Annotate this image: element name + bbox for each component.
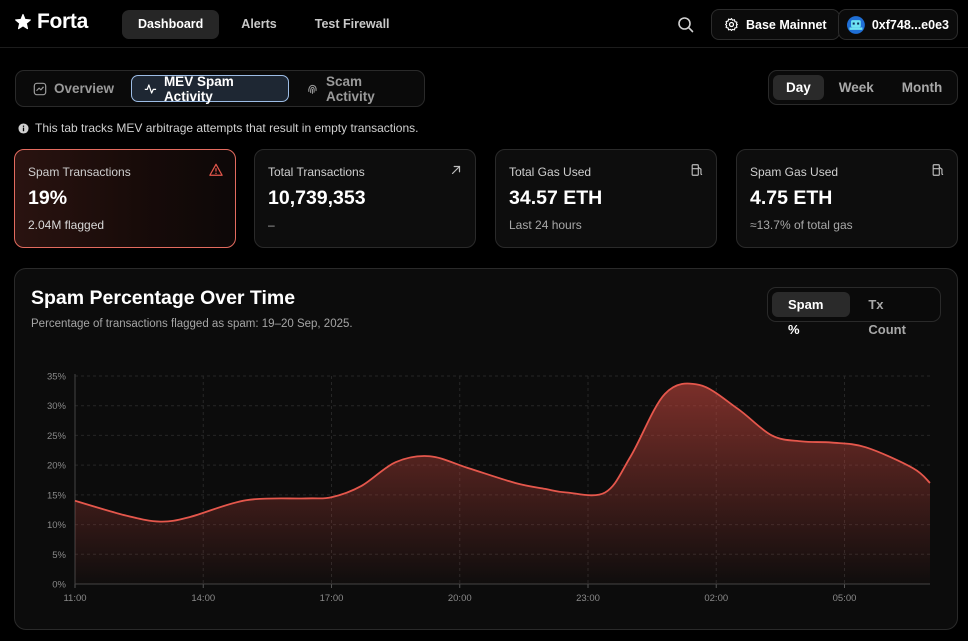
warning-icon [209,163,223,176]
chart-subtitle: Percentage of transactions flagged as sp… [31,318,353,330]
search-icon [678,17,694,33]
logo-text: Forta [37,10,89,33]
card-subtext: 2.04M flagged [28,218,105,232]
card-total-gas-used: Total Gas Used 34.57 ETH Last 24 hours [495,149,717,248]
fuel-pump-icon [932,164,944,176]
nav-item-alerts[interactable]: Alerts [241,17,277,31]
y-tick-label: 15% [47,490,67,501]
card-total-transactions: Total Transactions 10,739,353 – [254,149,476,248]
x-tick-label: 17:00 [320,593,344,604]
chart-title: Spam Percentage Over Time [31,287,296,309]
tab-mev-spam-activity[interactable]: MEV Spam Activity [131,73,290,104]
x-tick-label: 05:00 [833,593,857,604]
range-week-button[interactable]: Week [838,80,874,95]
card-value: 34.57 ETH [509,187,603,209]
tab-overview[interactable]: Overview [20,75,127,102]
fuel-pump-icon [691,164,703,176]
x-tick-label: 02:00 [704,593,728,604]
star-icon [15,13,31,30]
network-label: Base Mainnet [746,17,827,32]
card-title: Spam Transactions [28,165,131,179]
y-tick-label: 20% [47,461,67,472]
info-note: This tab tracks MEV arbitrage attempts t… [18,121,419,135]
card-subtext: Last 24 hours [509,218,582,232]
chart-metric-toggle: Spam % Tx Count [767,287,941,337]
card-value: 4.75 ETH [750,187,833,209]
tab-label-overview: Overview [54,81,115,96]
spam-chart-panel: Spam Percentage Over Time Percentage of … [14,268,958,630]
x-tick-label: 23:00 [576,593,600,604]
info-text: This tab tracks MEV arbitrage attempts t… [35,121,419,135]
activity-pulse-icon [144,83,157,94]
card-subtext: – [268,218,275,232]
chart-box-icon [33,82,47,95]
spam-area-fill [75,383,930,584]
gear-icon [725,18,738,31]
card-subtext: ≈13.7% of total gas [750,218,853,232]
fingerprint-icon [308,84,317,94]
forta-logo[interactable]: Forta [14,10,88,34]
spam-area-chart: 0% 5% 10% 15% 20% 25% 30% 35% 11:00 14:00 17:00 20:… [47,372,931,604]
activity-tabs: Overview MEV Spam Activity Scam Activity [15,70,425,107]
x-tick-label: 11:00 [63,593,86,604]
tab-label-mev-spam-activity: MEV Spam Activity [163,73,234,104]
nav-item-test-firewall[interactable]: Test Firewall [314,17,390,31]
x-tick-label: 14:00 [191,593,215,604]
network-selector-button[interactable]: Base Mainnet [711,9,840,40]
arrow-up-right-icon [451,165,461,175]
range-month-button[interactable]: Month [901,80,943,95]
wallet-address: 0xf748...e0e3 [871,17,949,32]
range-day-button[interactable]: Day [773,75,824,100]
tab-scam-activity[interactable]: Scam Activity [293,73,420,104]
card-title: Total Transactions [268,165,365,179]
metric-tx-count-button[interactable]: Tx Count [868,297,906,337]
search-button[interactable] [676,15,696,35]
y-tick-label: 0% [52,580,66,591]
metric-spam-percent-button[interactable]: Spam % [772,292,851,337]
y-tick-label: 30% [47,401,67,412]
wallet-avatar-icon [847,15,865,34]
main-nav: Dashboard Alerts Test Firewall [122,10,406,39]
wallet-button[interactable]: 0xf748...e0e3 [838,9,958,40]
y-tick-label: 25% [47,431,67,442]
x-tick-label: 20:00 [448,593,472,604]
nav-item-dashboard[interactable]: Dashboard [122,10,220,39]
card-value: 19% [28,187,68,209]
card-spam-transactions: Spam Transactions 19% 2.04M flagged [14,149,236,248]
y-tick-label: 10% [47,520,67,531]
y-tick-label: 5% [52,550,66,561]
y-tick-label: 35% [47,372,67,383]
info-icon [18,122,29,134]
top-navigation-bar: Forta Dashboard Alerts Test Firewall Bas… [0,0,968,48]
tab-label-scam-activity: Scam Activity [326,73,375,104]
card-spam-gas-used: Spam Gas Used 4.75 ETH ≈13.7% of total g… [736,149,958,248]
card-title: Spam Gas Used [750,165,839,179]
card-title: Total Gas Used [509,165,592,179]
time-range-selector: Day Week Month [768,70,958,105]
card-value: 10,739,353 [268,187,366,209]
